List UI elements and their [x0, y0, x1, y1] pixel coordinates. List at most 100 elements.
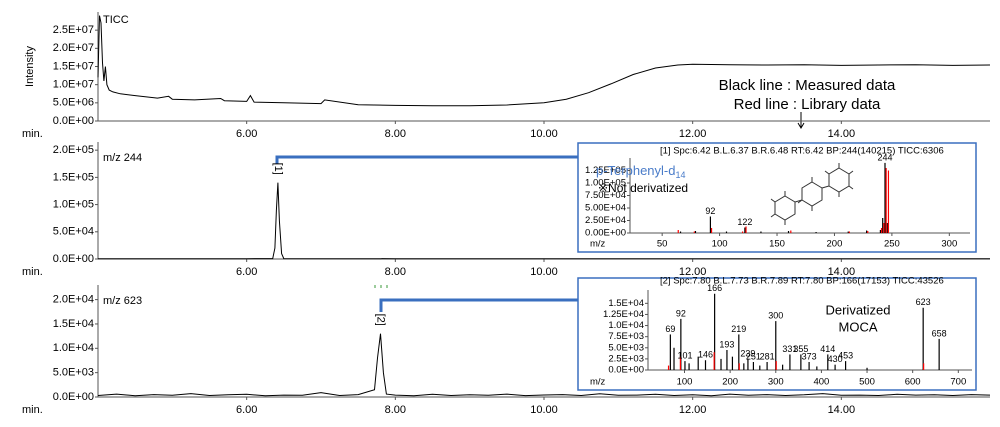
peak-label: 373: [802, 351, 817, 361]
peak-label: 239: [740, 348, 755, 358]
y-tick-label: 5.0E+03: [608, 342, 644, 353]
x-tick-label: 12.00: [679, 266, 707, 278]
peak-label: 92: [676, 308, 686, 318]
y-tick-label: 5.0E+03: [53, 367, 94, 379]
y-tick-label: 0.0E+00: [608, 365, 644, 376]
y-tick-label: 1.25E+04: [603, 309, 644, 320]
peak-label: 251: [746, 351, 761, 361]
peak-label: 69: [665, 324, 675, 334]
x-tick-label: 8.00: [385, 266, 406, 278]
peak-label: 92: [705, 206, 715, 216]
y-tick-label: 0.0E+00: [53, 253, 94, 265]
compound-note: ※Not derivatized: [598, 181, 688, 195]
trace-label: m/z 244: [103, 152, 142, 164]
x-axis-label: min.: [22, 404, 43, 416]
x-tick-label: 100: [712, 239, 728, 250]
x-tick-label: 300: [941, 239, 957, 250]
y-axis-label: Intensity: [24, 46, 36, 87]
annotation: Red line : Library data: [734, 96, 881, 113]
x-tick-label: 6.00: [236, 128, 257, 140]
peak-label: 453: [838, 350, 853, 360]
peak-label: 414: [820, 344, 835, 354]
x-tick-label: 500: [859, 377, 875, 388]
y-tick-label: 7.50E+04: [585, 190, 626, 201]
peak-marker: [2]: [375, 314, 387, 326]
y-tick-label: 2.0E+04: [53, 294, 94, 306]
arrow: [797, 112, 805, 129]
y-tick-label: 1.0E+05: [53, 198, 94, 210]
y-tick-label: 1.0E+07: [53, 79, 94, 91]
y-tick-label: 1.5E+05: [53, 171, 94, 183]
spectrum-header: [1] Spc:6.42 B.L.6.37 B.R.6.48 RT:6.42 B…: [660, 146, 944, 157]
peak-label: 430: [828, 354, 843, 364]
x-tick-label: 300: [768, 377, 784, 388]
peak-label: 281: [760, 351, 775, 361]
x-tick-label: 12.00: [679, 128, 707, 140]
x-tick-label: 6.00: [236, 404, 257, 416]
x-tick-label: 400: [813, 377, 829, 388]
x-tick-label: 600: [905, 377, 921, 388]
compound-name: MOCA: [839, 319, 878, 334]
x-tick-label: 14.00: [828, 404, 856, 416]
x-tick-label: 8.00: [385, 128, 406, 140]
x-tick-label: 14.00: [828, 266, 856, 278]
y-tick-label: 1.5E+04: [608, 298, 644, 309]
molecule: [770, 163, 854, 225]
x-axis-label: m/z: [590, 377, 606, 388]
y-tick-label: 7.5E+03: [608, 331, 644, 342]
x-tick-label: 250: [884, 239, 900, 250]
peak-label: 658: [932, 328, 947, 338]
x-tick-label: 200: [827, 239, 843, 250]
compound-name: p-Terphenyl-d: [596, 163, 676, 178]
y-tick-label: 1.5E+07: [53, 60, 94, 72]
y-tick-label: 1.25E+05: [585, 165, 626, 176]
spectrum-box: [577, 277, 977, 391]
trace: [98, 182, 990, 260]
x-tick-label: 12.00: [679, 404, 707, 416]
x-tick-label: 10.00: [530, 128, 558, 140]
y-tick-label: 0.00E+00: [585, 228, 626, 239]
compound-subscript: 14: [676, 170, 686, 180]
x-tick-label: 8.00: [385, 404, 406, 416]
x-tick-label: 14.00: [828, 128, 856, 140]
peak-marker: [1]: [272, 163, 284, 175]
y-tick-label: 2.0E+07: [53, 42, 94, 54]
x-tick-label: 150: [769, 239, 785, 250]
x-tick-label: 10.00: [530, 404, 558, 416]
peak-label: 122: [737, 217, 752, 227]
x-tick-label: 100: [677, 377, 693, 388]
peak-label: 101: [677, 350, 692, 360]
x-tick-label: 6.00: [236, 266, 257, 278]
x-tick-label: 200: [722, 377, 738, 388]
y-tick-label: 1.5E+04: [53, 318, 94, 330]
peak-label: 166: [707, 283, 722, 293]
peak-label: 331: [782, 344, 797, 354]
annotation: Black line : Measured data: [719, 77, 896, 94]
trace: [97, 15, 991, 107]
x-tick-label: 10.00: [530, 266, 558, 278]
trace-label: m/z 623: [103, 295, 142, 307]
connector: [275, 155, 578, 164]
y-tick-label: 2.50E+04: [585, 215, 626, 226]
y-tick-label: 1.0E+04: [608, 320, 644, 331]
compound-label: p-Terphenyl-d14: [596, 163, 686, 180]
peak-label: 146: [698, 350, 713, 360]
trace-label: TICC: [103, 14, 129, 26]
y-tick-label: 1.0E+04: [53, 342, 94, 354]
x-tick-label: 50: [657, 239, 668, 250]
x-axis-label: m/z: [590, 239, 606, 250]
y-tick-label: 5.0E+04: [53, 226, 94, 238]
trace: [97, 333, 991, 397]
y-tick-label: 2.5E+07: [53, 24, 94, 36]
peak-label: 244: [877, 152, 892, 162]
x-tick-label: 700: [950, 377, 966, 388]
peak-label: 355: [793, 344, 808, 354]
y-tick-label: 0.0E+00: [53, 115, 94, 127]
peak-label: 219: [731, 324, 746, 334]
marker-ticks: [374, 285, 388, 288]
y-tick-label: 0.0E+00: [53, 391, 94, 403]
peak-label: 300: [768, 310, 783, 320]
x-axis-label: min.: [22, 128, 43, 140]
y-tick-label: 5.0E+06: [53, 97, 94, 109]
